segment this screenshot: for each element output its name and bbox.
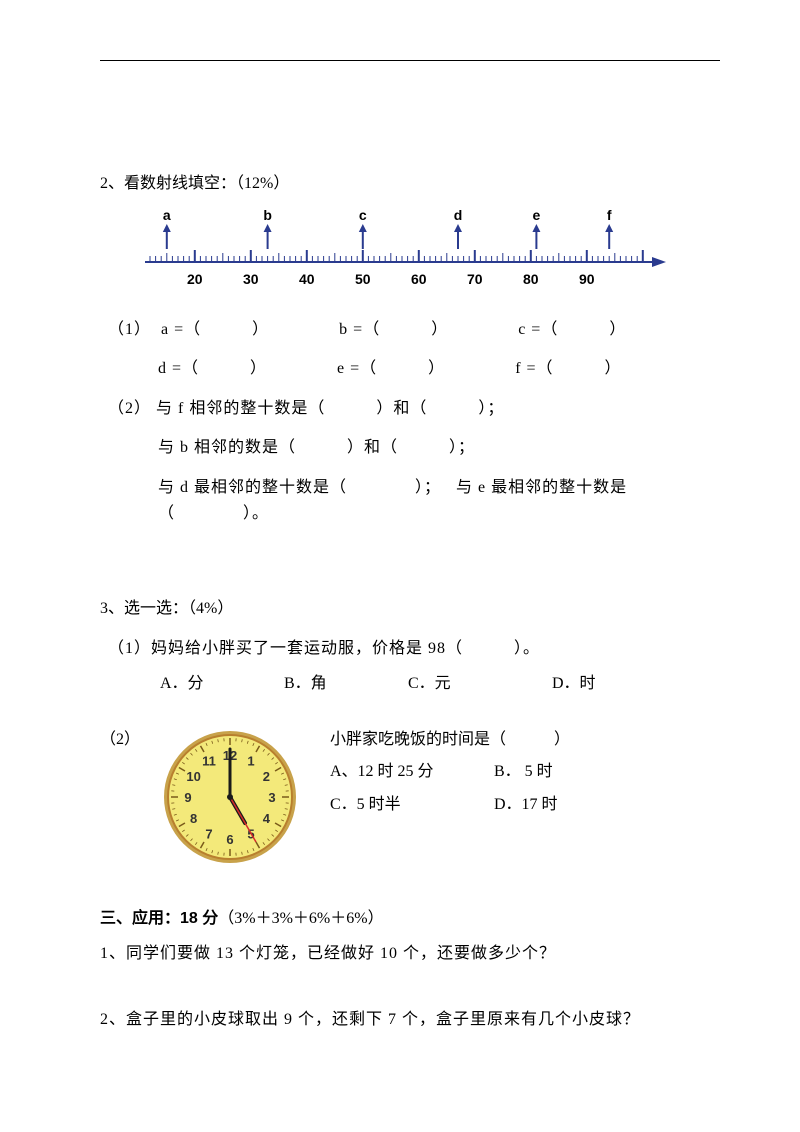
- opt-A[interactable]: A、12 时 25 分: [330, 759, 490, 785]
- svg-text:7: 7: [205, 826, 212, 841]
- q2-part1-lead: （1）: [108, 317, 151, 343]
- svg-text:a: a: [163, 207, 171, 223]
- number-line: 20 30 40 50 60 70 80 90 a b c d e f: [130, 207, 720, 297]
- sec3-q1: 1、同学们要做 13 个灯笼，已经做好 10 个，还要做多少个？: [100, 941, 720, 967]
- svg-text:4: 4: [263, 811, 271, 826]
- svg-text:11: 11: [202, 754, 216, 769]
- svg-text:6: 6: [226, 832, 233, 847]
- svg-text:b: b: [263, 207, 272, 223]
- svg-text:3: 3: [268, 790, 275, 805]
- svg-text:70: 70: [467, 271, 483, 287]
- opt-B[interactable]: B．角: [284, 671, 404, 697]
- section3-title: 三、应用：18 分（3%＋3%＋6%＋6%）: [100, 906, 720, 932]
- svg-text:50: 50: [355, 271, 371, 287]
- q3-p2-stem: 小胖家吃晚饭的时间是（ ）: [330, 727, 720, 753]
- clock-svg: 121234567891011: [160, 727, 300, 867]
- svg-text:60: 60: [411, 271, 427, 287]
- opt-D[interactable]: D．时: [552, 671, 672, 697]
- number-line-svg: 20 30 40 50 60 70 80 90 a b c d e f: [130, 207, 670, 297]
- q3-title: 3、选一选：（4%）: [100, 596, 720, 622]
- opt-D[interactable]: D．17 时: [494, 792, 654, 818]
- svg-text:80: 80: [523, 271, 539, 287]
- q3-p1-stem: （1）妈妈给小胖买了一套运动服，价格是 98（ ）。: [108, 636, 720, 662]
- opt-A[interactable]: A．分: [160, 671, 280, 697]
- svg-text:90: 90: [579, 271, 595, 287]
- clock-figure: 121234567891011: [160, 727, 320, 876]
- svg-text:2: 2: [263, 769, 270, 784]
- svg-text:d: d: [454, 207, 463, 223]
- sec3-q2: 2、盒子里的小皮球取出 9 个，还剩下 7 个，盒子里原来有几个小皮球？: [100, 1007, 720, 1033]
- q2-part1-row2: d =（ ） e =（ ） f =（ ）: [158, 356, 720, 382]
- svg-text:20: 20: [187, 271, 203, 287]
- q2-part2-line3: 与 d 最相邻的整十数是（ ）； 与 e 最相邻的整十数是（ ）。: [158, 475, 720, 526]
- q3-p1-options: A．分 B．角 C．元 D．时: [160, 671, 720, 697]
- q2-title: 2、看数射线填空：（12%）: [100, 171, 720, 197]
- q2-part2-line2: 与 b 相邻的数是（ ）和（ ）；: [158, 435, 720, 461]
- svg-text:40: 40: [299, 271, 315, 287]
- svg-text:30: 30: [243, 271, 259, 287]
- q2-part2-line1: （2） 与 f 相邻的整十数是（ ）和（ ）；: [108, 396, 720, 422]
- opt-C[interactable]: C．元: [408, 671, 548, 697]
- q2-part1-row1: （1） a =（ ） b =（ ） c =（ ）: [108, 317, 720, 343]
- svg-text:e: e: [533, 207, 541, 223]
- opt-B[interactable]: B． 5 时: [494, 759, 654, 785]
- svg-text:1: 1: [247, 754, 254, 769]
- svg-text:f: f: [607, 207, 612, 223]
- top-divider: [100, 60, 720, 61]
- svg-text:c: c: [359, 207, 367, 223]
- svg-text:10: 10: [186, 769, 200, 784]
- opt-C[interactable]: C．5 时半: [330, 792, 490, 818]
- svg-text:8: 8: [190, 811, 197, 826]
- q3-p2-lead: （2）: [100, 727, 130, 753]
- svg-text:9: 9: [184, 790, 191, 805]
